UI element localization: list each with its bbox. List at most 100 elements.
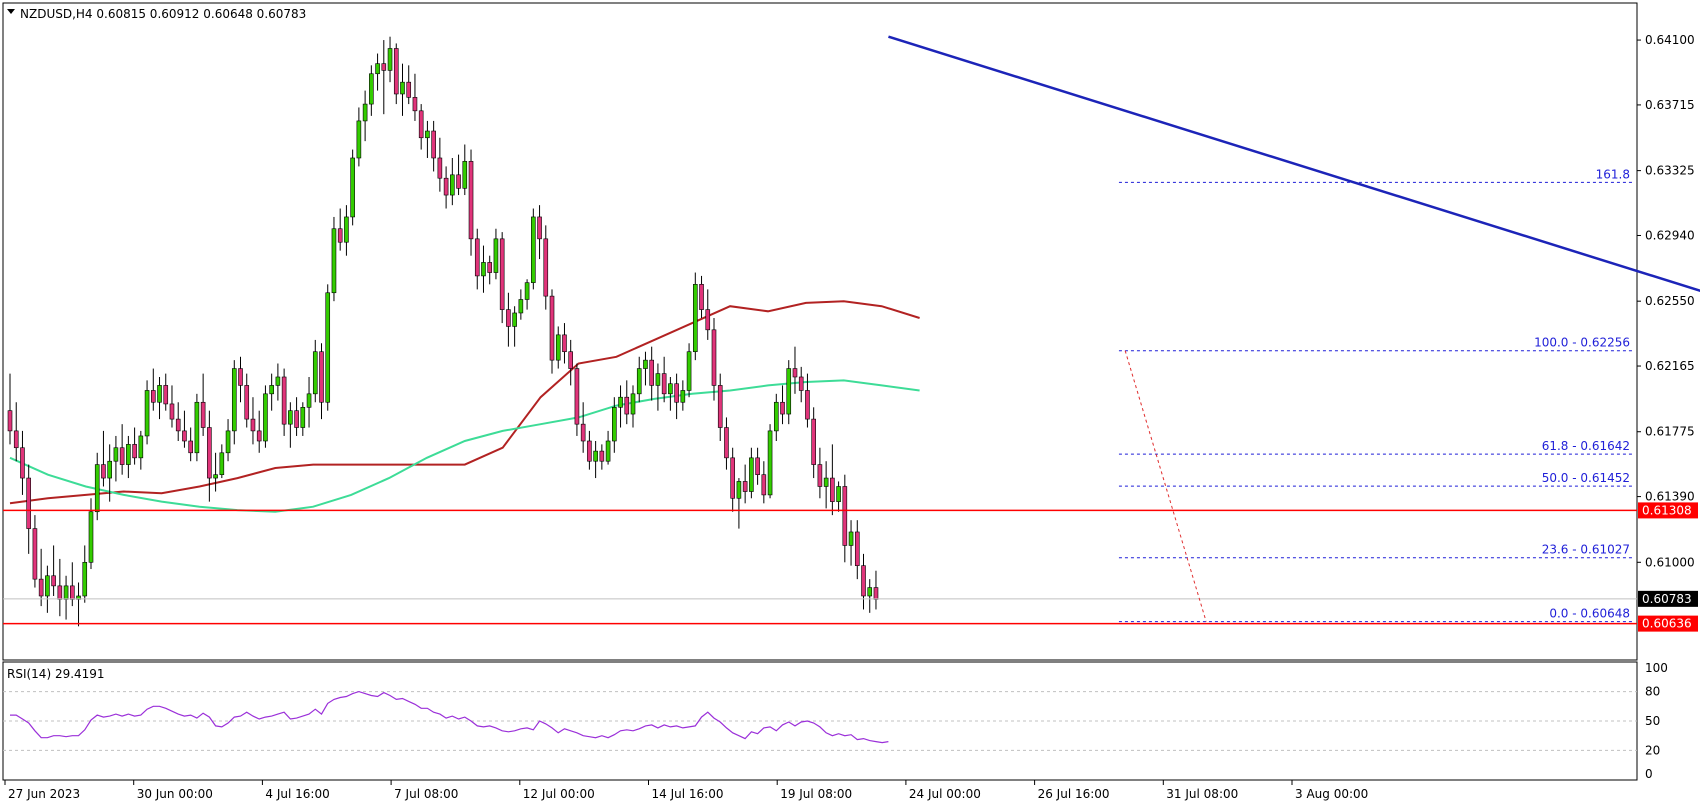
candle-body: [312, 351, 318, 395]
collapse-triangle-icon[interactable]: [7, 9, 15, 14]
y-tick-label: 0.62165: [1645, 359, 1695, 373]
candle-body: [163, 385, 169, 405]
candle: [82, 545, 88, 603]
candle: [612, 397, 617, 453]
candle: [312, 339, 318, 403]
candle: [182, 410, 187, 448]
candle: [786, 360, 792, 425]
candle-body: [406, 81, 412, 98]
candle-body: [269, 385, 274, 395]
candle: [337, 208, 343, 251]
candle-body: [200, 401, 206, 428]
candle: [132, 427, 137, 465]
candle-body: [362, 103, 368, 122]
candle-body: [562, 334, 567, 353]
candle-body: [580, 423, 586, 442]
candle-body: [425, 130, 430, 139]
candle: [375, 53, 380, 91]
candle: [169, 385, 175, 428]
fib-level-label: 23.6 - 0.61027: [1542, 543, 1630, 557]
candle: [462, 144, 468, 196]
candle: [506, 292, 511, 347]
candle-body: [263, 393, 268, 442]
candle: [711, 318, 717, 401]
candle: [225, 419, 231, 462]
candle: [400, 63, 405, 116]
candle: [331, 216, 337, 302]
candle-body: [32, 528, 38, 580]
candle-body: [674, 383, 679, 403]
candle-body: [319, 351, 324, 403]
candle-body: [369, 73, 374, 105]
candle: [848, 520, 854, 566]
candle-body: [219, 452, 225, 475]
candle-body: [381, 63, 387, 71]
candle: [369, 65, 374, 116]
candle: [144, 380, 150, 445]
y-tick-label: 0.63325: [1645, 164, 1695, 178]
candle-body: [207, 427, 212, 479]
candle: [487, 255, 493, 285]
current-price-box: [1638, 590, 1698, 607]
candle: [119, 424, 125, 475]
candle: [643, 351, 648, 386]
candle-body: [225, 430, 231, 454]
candle: [549, 289, 555, 374]
candle-body: [736, 481, 742, 499]
candle-body: [175, 418, 181, 432]
candle: [668, 376, 673, 411]
candle: [811, 407, 816, 479]
candle: [263, 385, 268, 448]
candle-body: [481, 262, 486, 277]
candle-body: [836, 486, 841, 502]
candle-body: [126, 444, 131, 465]
candle: [724, 417, 729, 470]
candle: [717, 373, 723, 441]
candle: [107, 444, 112, 502]
candle: [736, 478, 742, 529]
x-tick-label: 7 Jul 08:00: [394, 787, 458, 801]
candle-body: [132, 444, 137, 459]
candle-body: [549, 295, 555, 361]
candle-body: [393, 48, 399, 95]
candle: [431, 120, 436, 172]
candle-body: [431, 130, 436, 159]
x-axis: 27 Jun 2023 30 Jun 00:00 4 Jul 16:00 7 Jul …: [4, 780, 1368, 801]
chart-title-text: NZDUSD,H4 0.60815 0.60912 0.60648 0.6078…: [20, 7, 306, 21]
candle: [269, 373, 274, 411]
candle-body: [655, 373, 661, 386]
candle-body: [830, 477, 835, 502]
candle-body: [506, 309, 511, 327]
candle-body: [331, 228, 337, 294]
candle-body: [250, 418, 256, 432]
candle-body: [524, 282, 530, 300]
fib-diagonal: [1124, 350, 1207, 622]
candle-body: [668, 383, 673, 395]
candle: [680, 380, 686, 411]
candle-body: [400, 81, 405, 95]
candle: [661, 356, 667, 403]
candle-body: [487, 262, 493, 273]
candle-body: [618, 396, 623, 408]
candle: [792, 346, 798, 394]
candle: [767, 424, 773, 499]
candle-body: [730, 457, 735, 499]
candle-body: [20, 447, 25, 479]
candle: [26, 464, 31, 554]
candle-body: [717, 385, 723, 428]
chart-title: NZDUSD,H4 0.60815 0.60912 0.60648 0.6078…: [7, 7, 306, 21]
candle: [636, 356, 642, 403]
candle: [275, 363, 281, 401]
candle-body: [57, 585, 63, 600]
candle-body: [450, 174, 455, 196]
fib-level-label: 161.8: [1596, 167, 1630, 181]
candle: [387, 36, 393, 83]
candle-body: [605, 440, 611, 462]
candle: [686, 343, 692, 398]
candle: [699, 275, 704, 319]
candle-body: [543, 238, 549, 297]
candle-body: [587, 440, 592, 462]
candle-body: [555, 334, 561, 361]
candle-body: [848, 531, 854, 546]
rsi-line-path: [10, 690, 889, 744]
